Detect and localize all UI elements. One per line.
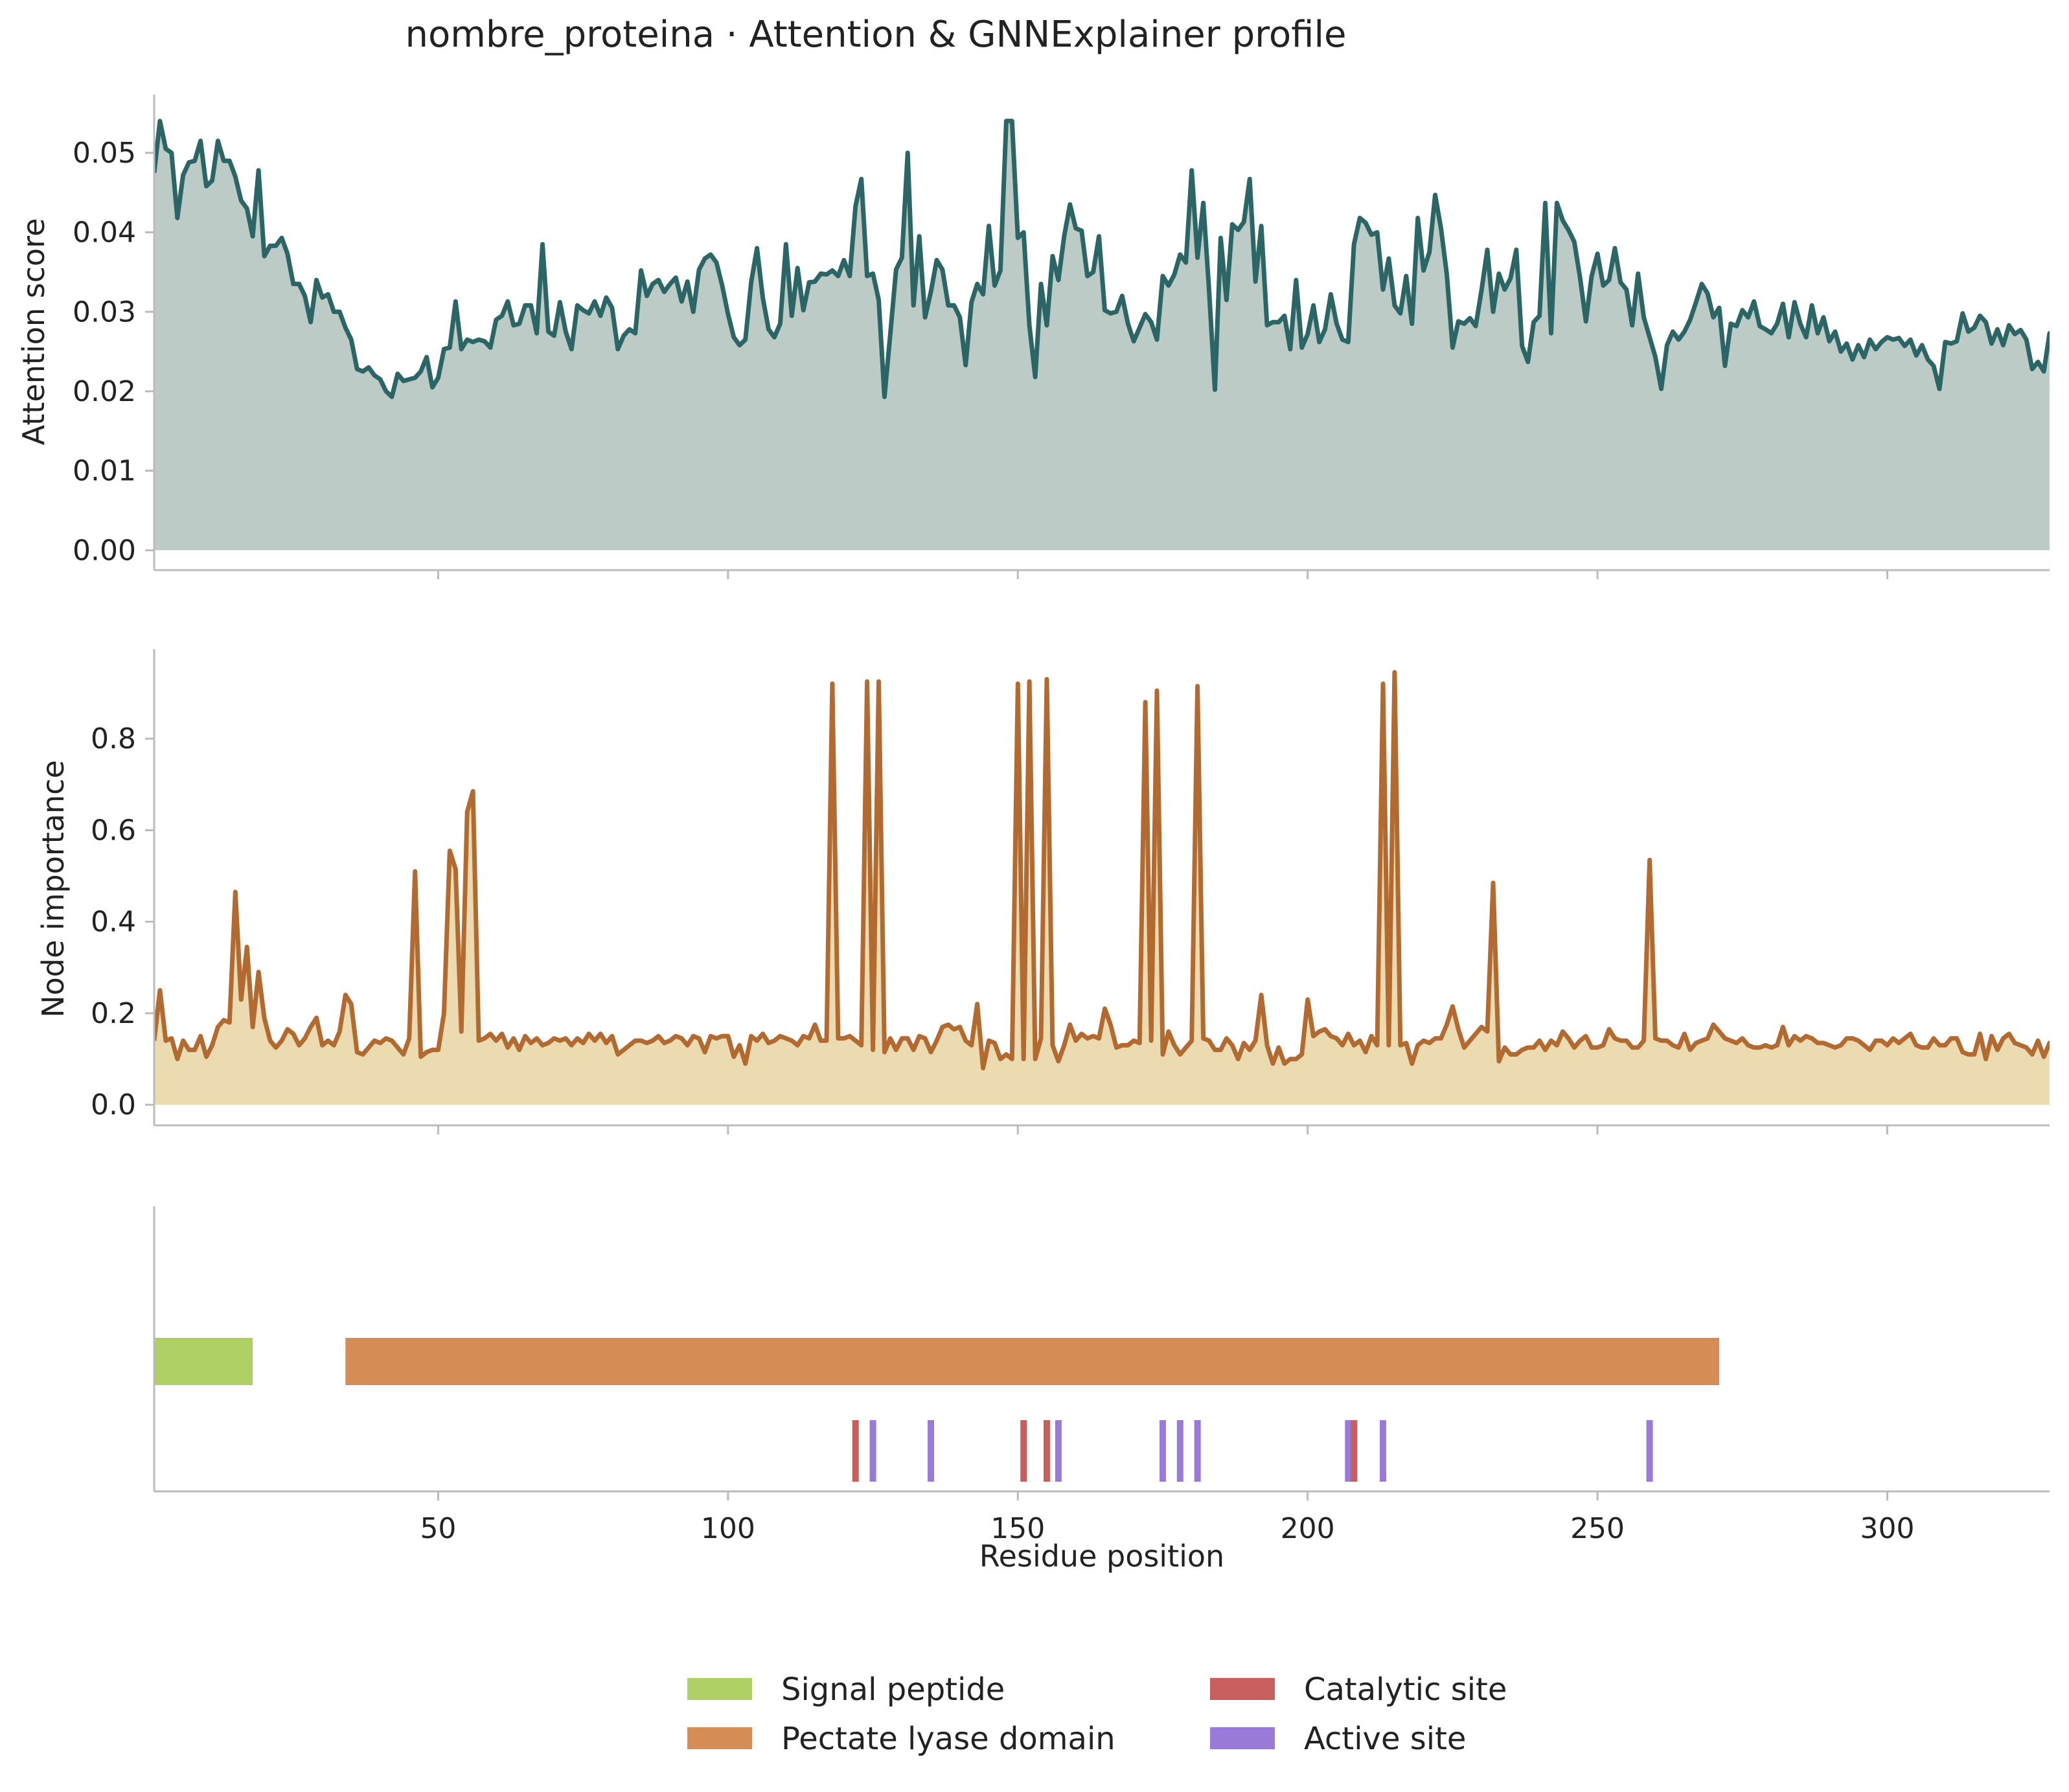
catalytic-site-marker xyxy=(1020,1420,1027,1482)
attention-plot xyxy=(154,119,2050,551)
features-xtick-label: 200 xyxy=(1281,1512,1335,1545)
active-site-marker xyxy=(1345,1420,1352,1482)
legend-label-catalytic-site: Catalytic site xyxy=(1304,1671,1507,1708)
legend: Signal peptide Pectate lyase domain Cata… xyxy=(687,1671,1507,1757)
attention-ytick-label: 0.02 xyxy=(73,375,136,408)
features-xtick-label: 250 xyxy=(1570,1512,1625,1545)
active-site-marker xyxy=(1176,1420,1183,1482)
catalytic-site-marker xyxy=(852,1420,859,1482)
active-site-marker xyxy=(869,1420,876,1482)
attention-line xyxy=(154,119,2050,399)
features-xlabel: Residue position xyxy=(979,1539,1224,1574)
features-xtick-label: 150 xyxy=(990,1512,1045,1545)
legend-label-active-site: Active site xyxy=(1304,1721,1466,1757)
importance-line xyxy=(154,670,2050,1071)
catalytic-site-marker xyxy=(1351,1420,1358,1482)
active-site-marker xyxy=(928,1420,935,1482)
attention-panel: 0.00 0.01 0.02 0.03 0.04 0.05 xyxy=(73,95,2050,579)
legend-label-domain: Pectate lyase domain xyxy=(781,1721,1115,1757)
importance-plot xyxy=(154,670,2050,1105)
importance-area xyxy=(154,672,2050,1105)
attention-ytick-label: 0.01 xyxy=(73,455,136,488)
catalytic-site-marker xyxy=(1043,1420,1050,1482)
features-xtick-label: 300 xyxy=(1860,1512,1914,1545)
chart-title: nombre_proteina · Attention & GNNExplain… xyxy=(406,14,1347,56)
importance-ylabel: Node importance xyxy=(36,760,71,1018)
active-site-marker xyxy=(1194,1420,1201,1482)
importance-ytick-label: 0.6 xyxy=(91,814,136,847)
attention-ylabel: Attention score xyxy=(16,218,51,446)
legend-label-signal-peptide: Signal peptide xyxy=(781,1671,1005,1708)
active-site-marker xyxy=(1159,1420,1166,1482)
attention-ytick-label: 0.00 xyxy=(73,534,136,567)
active-site-marker xyxy=(1379,1420,1386,1482)
features-xtick-label: 100 xyxy=(701,1512,755,1545)
feature-bar-pectate-lyase-domain xyxy=(345,1338,1719,1385)
features-panel: 50 100 150 200 250 300 xyxy=(153,1206,2050,1545)
attention-ytick-label: 0.05 xyxy=(73,137,136,170)
importance-panel: 0.0 0.2 0.4 0.6 0.8 xyxy=(91,649,2050,1134)
importance-ytick-label: 0.2 xyxy=(91,997,136,1030)
attention-area xyxy=(154,121,2050,551)
feature-bar-signal-peptide xyxy=(154,1338,253,1385)
importance-ytick-label: 0.0 xyxy=(91,1088,136,1121)
legend-swatch-domain xyxy=(687,1727,752,1749)
active-site-marker xyxy=(1646,1420,1653,1482)
active-site-marker xyxy=(1055,1420,1062,1482)
attention-ytick-label: 0.03 xyxy=(73,295,136,328)
legend-swatch-catalytic-site xyxy=(1210,1678,1275,1700)
legend-swatch-signal-peptide xyxy=(687,1678,752,1700)
importance-ytick-label: 0.4 xyxy=(91,906,136,939)
attention-ytick-label: 0.04 xyxy=(73,216,136,249)
features-xtick-label: 50 xyxy=(420,1512,456,1545)
legend-swatch-active-site xyxy=(1210,1727,1275,1749)
importance-ytick-label: 0.8 xyxy=(91,722,136,755)
